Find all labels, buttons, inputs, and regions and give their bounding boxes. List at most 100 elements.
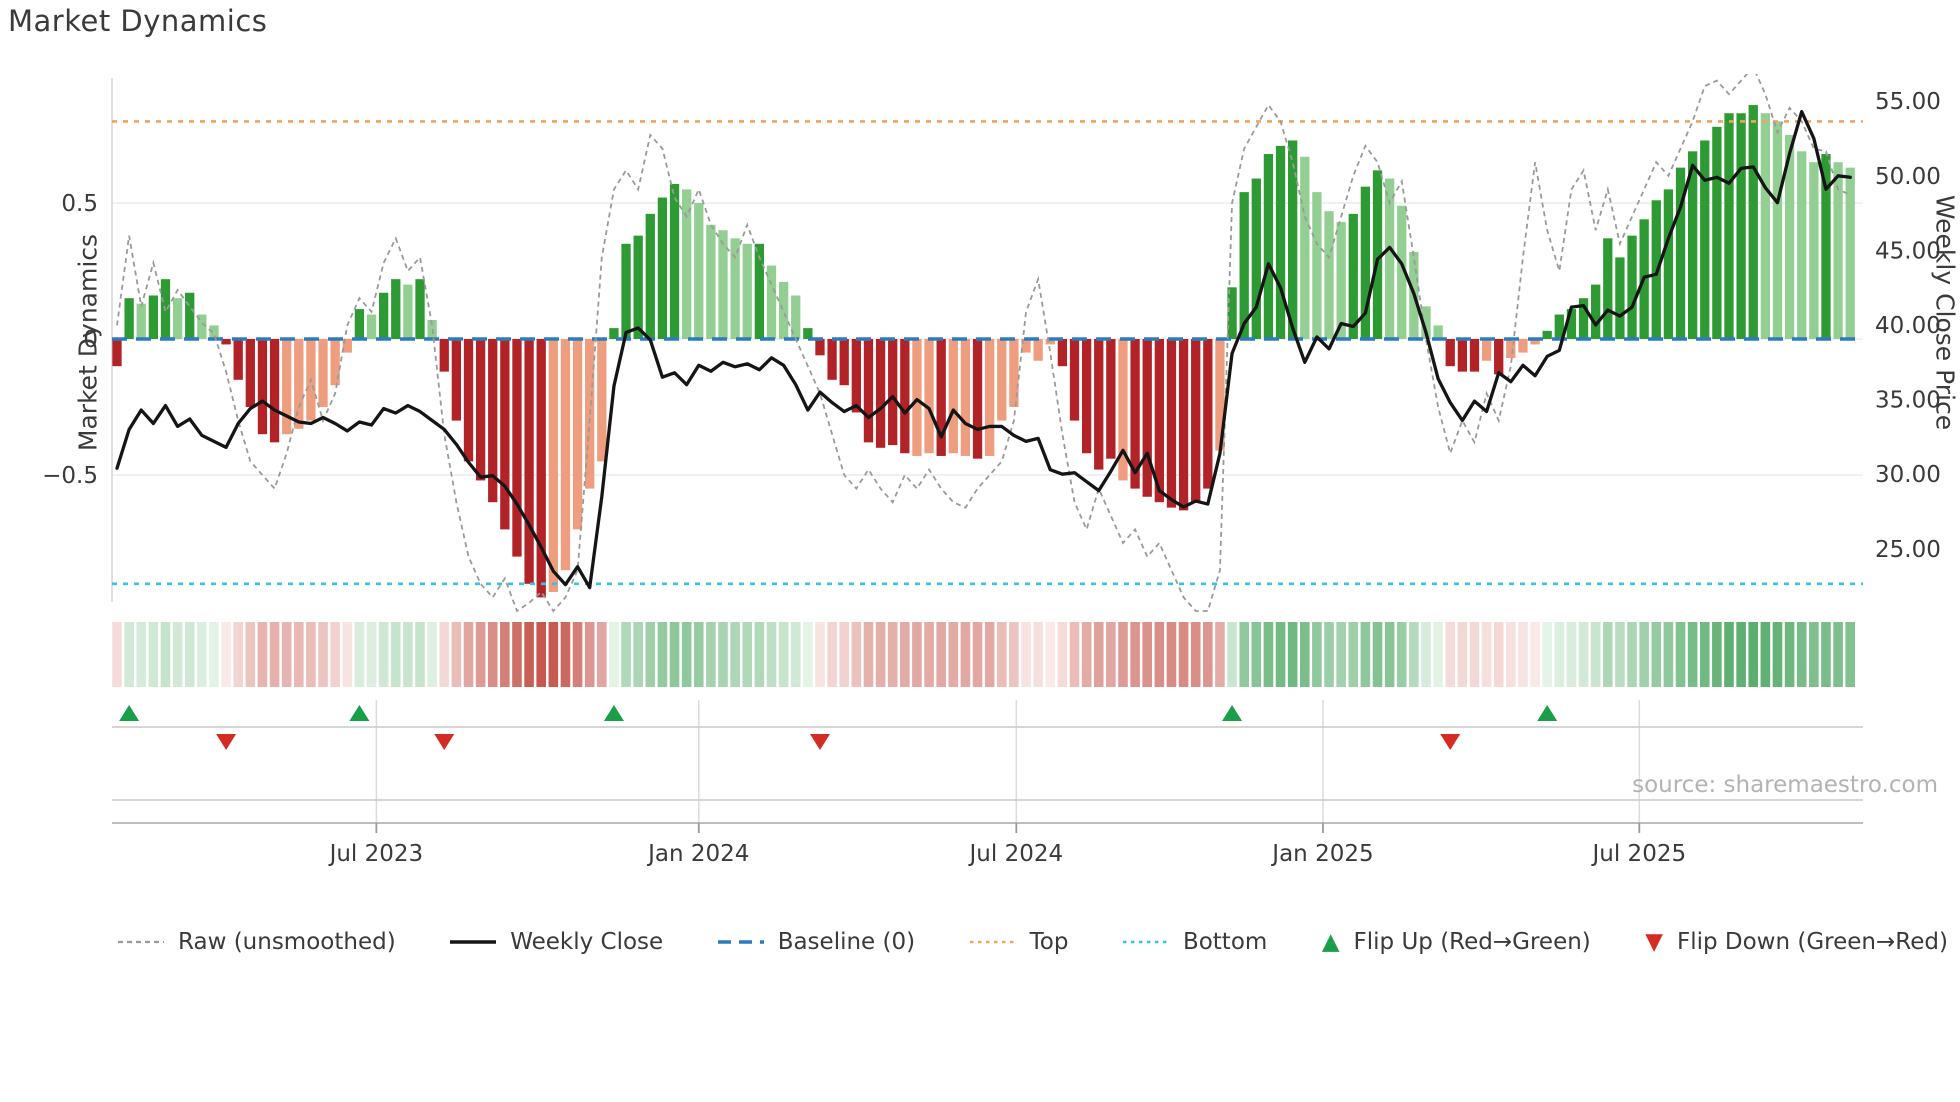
bar	[1057, 339, 1068, 367]
heatmap-cell	[742, 622, 753, 687]
x-tick-label: Jan 2025	[1270, 841, 1373, 867]
heatmap-cell	[948, 622, 959, 687]
bar	[1457, 339, 1468, 372]
bar	[1712, 126, 1722, 339]
heatmap-cell	[1130, 622, 1140, 687]
bar	[1178, 339, 1189, 511]
heatmap-cell	[1518, 622, 1528, 687]
heatmap-cell	[657, 622, 668, 687]
bar	[1603, 238, 1613, 339]
heatmap-cell	[597, 622, 607, 687]
heatmap-cell	[1142, 622, 1153, 687]
legend-label: Bottom	[1182, 929, 1268, 955]
heatmap-cell	[1796, 622, 1807, 687]
bar	[1215, 339, 1225, 451]
bar	[1142, 339, 1152, 497]
bottom-line-swatch	[1122, 940, 1169, 944]
bar	[1845, 167, 1855, 339]
heatmap-cell	[1772, 622, 1783, 687]
right-tick-label: 45.00	[1875, 238, 1941, 264]
bar	[366, 314, 377, 339]
heatmap-cell	[1021, 622, 1031, 687]
bar	[1833, 162, 1843, 339]
heatmap-cell	[645, 622, 656, 687]
heatmap-cell	[1675, 622, 1686, 687]
bar	[1760, 113, 1771, 340]
heatmap-cell	[669, 622, 680, 687]
bar	[1069, 339, 1080, 421]
flip-up-marker	[1222, 705, 1243, 721]
bar	[1154, 339, 1164, 503]
bar	[1312, 192, 1322, 339]
legend-item-flip-up: ▲ Flip Up (Red→Green)	[1322, 929, 1591, 955]
bar	[330, 339, 340, 386]
heatmap-cell	[1372, 622, 1383, 687]
bar	[669, 183, 680, 339]
heatmap-cell	[136, 622, 147, 687]
heatmap-cell	[378, 622, 389, 687]
heatmap-cell	[887, 622, 898, 687]
heatmap-cell	[403, 622, 413, 687]
bar	[1433, 325, 1443, 339]
bar	[900, 339, 910, 454]
bar	[718, 230, 728, 339]
heatmap-cell	[281, 622, 292, 687]
heatmap-cell	[1360, 622, 1371, 687]
heatmap-cell	[1627, 622, 1637, 687]
bar	[960, 339, 971, 456]
flip-up-marker	[119, 705, 140, 721]
heatmap-cell	[1118, 622, 1128, 687]
bar	[1081, 339, 1092, 454]
heatmap-cell	[245, 622, 256, 687]
legend-item-raw: Raw (unsmoothed)	[118, 929, 396, 955]
x-tick-label: Jan 2024	[646, 841, 749, 867]
x-tick-label: Jul 2024	[968, 841, 1064, 867]
top-line-swatch	[969, 940, 1016, 944]
bar	[1724, 113, 1734, 340]
heatmap-cell	[1784, 622, 1795, 687]
heatmap-cell	[487, 622, 498, 687]
heatmap-cell	[1396, 622, 1407, 687]
heatmap-cell	[1093, 622, 1104, 687]
bar	[354, 309, 365, 339]
bar	[863, 339, 874, 443]
heatmap-cell	[342, 622, 353, 687]
flip-down-marker	[1440, 734, 1461, 750]
flip-up-marker	[349, 705, 370, 721]
legend-label: Flip Down (Green→Red)	[1676, 929, 1948, 955]
heatmap-cell	[572, 622, 583, 687]
bar	[912, 339, 922, 456]
bar	[1615, 257, 1625, 339]
heatmap-cell	[1615, 622, 1625, 687]
heatmap-cell	[1566, 622, 1577, 687]
right-tick-label: 30.00	[1875, 462, 1941, 488]
heatmap-cell	[839, 622, 850, 687]
heatmap-cell	[330, 622, 340, 687]
bar	[1566, 309, 1577, 339]
flip-down-marker	[434, 734, 455, 750]
heatmap-cell	[1687, 622, 1698, 687]
bar	[972, 339, 983, 459]
heatmap-cell	[1748, 622, 1759, 687]
heatmap-cell	[815, 622, 825, 687]
heatmap-cell	[415, 622, 425, 687]
heatmap-cell	[706, 622, 716, 687]
source-attribution: source: sharemaestro.com	[1632, 772, 1938, 798]
heatmap-cell	[1324, 622, 1334, 687]
bar	[1397, 205, 1407, 339]
heatmap-cell	[160, 622, 171, 687]
bar	[1045, 339, 1055, 345]
heatmap-cell	[269, 622, 280, 687]
heatmap-cell	[936, 622, 946, 687]
flip-up-marker	[603, 705, 624, 721]
bar	[1300, 156, 1310, 339]
chart-title: Market Dynamics	[8, 4, 268, 38]
bar	[1203, 339, 1213, 489]
heatmap-cell	[257, 622, 268, 687]
right-tick-label: 40.00	[1875, 313, 1941, 339]
heatmap-cell	[693, 622, 704, 687]
bar	[403, 284, 413, 339]
bar	[1227, 287, 1237, 339]
heatmap-cell	[1445, 622, 1456, 687]
